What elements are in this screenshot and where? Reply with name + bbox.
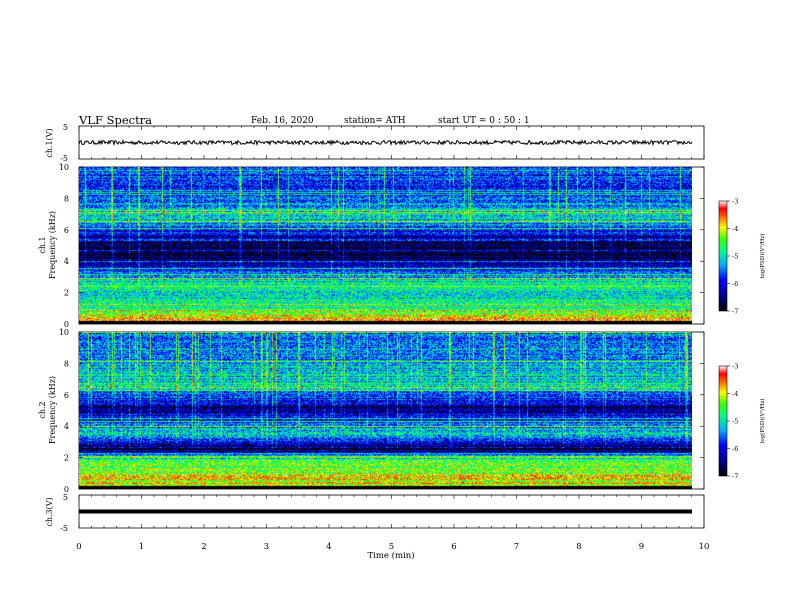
freq-tick-label: 2 <box>64 454 69 463</box>
ch1-waveform-ylabel: ch.1(V) <box>45 128 54 157</box>
freq-tick-label: 10 <box>59 328 69 337</box>
ch1-waveform-xticks <box>78 126 705 159</box>
ch2-spectrogram-ylabel-channel: ch.2 <box>38 401 47 418</box>
ch3-ytick-5: 5 <box>63 493 68 502</box>
colorbar-tick-label: -7 <box>732 473 738 481</box>
ch1-waveform-line <box>78 138 693 147</box>
time-tick-label: 9 <box>639 542 644 552</box>
date-label: Feb. 16, 2020 <box>251 116 314 126</box>
ch1-ytick-neg5: -5 <box>60 154 68 163</box>
ch2-spectrogram-image <box>79 332 692 489</box>
colorbar-tick-label: -6 <box>732 445 738 453</box>
time-tick-label: 7 <box>514 542 519 552</box>
freq-tick-label: 4 <box>64 422 69 431</box>
ch3-waveform-panel: 5 -5 ch.3(V) <box>45 493 705 533</box>
colorbar-tick-label: -5 <box>732 418 738 426</box>
start-time-label: start UT = 0 : 50 : 1 <box>438 116 530 126</box>
freq-tick-label: 8 <box>64 194 69 203</box>
ch1-spectrogram-panel: 10 8 6 4 2 0 ch.1 Frequency (kHz) <box>38 163 705 329</box>
ch2-spectrogram-xticks <box>78 332 705 489</box>
time-axis-label: Time (min) <box>367 550 414 561</box>
freq-tick-label: 0 <box>64 320 69 329</box>
ch3-waveform-xticks <box>78 495 705 528</box>
ch1-waveform-panel: 5 -5 ch.1(V) <box>45 123 705 163</box>
station-label: station= ATH <box>344 116 406 126</box>
freq-tick-label: 10 <box>59 163 69 172</box>
time-tick-label: 5 <box>389 542 394 552</box>
ch1-colorbar-gradient <box>718 200 728 312</box>
freq-tick-label: 0 <box>64 485 69 494</box>
ch1-spectrogram-ylabel-channel: ch.1 <box>38 236 47 253</box>
time-tick-label: 4 <box>326 542 331 552</box>
ch2-colorbar: -3 -4 -5 -6 -7 log(PSD)(V²/Hz) <box>718 363 766 481</box>
time-tick-label: 0 <box>76 542 81 552</box>
time-tick-label: 1 <box>139 542 144 552</box>
colorbar-tick-label: -4 <box>732 390 738 398</box>
ch2-colorbar-gradient <box>718 365 728 477</box>
colorbar-tick-label: -7 <box>732 308 738 316</box>
freq-tick-label: 6 <box>64 391 69 400</box>
ch2-colorbar-ticks: -3 -4 -5 -6 -7 <box>727 363 738 481</box>
time-tick-label: 8 <box>576 542 581 552</box>
ch1-spectrogram-yticks: 10 8 6 4 2 0 <box>59 163 704 329</box>
time-tick-label: 6 <box>451 542 456 552</box>
ch2-spectrogram-panel: 10 8 6 4 2 0 ch.2 Frequency (kHz) <box>38 328 705 494</box>
ch3-ytick-neg5: -5 <box>60 524 68 533</box>
ch2-spectrogram-yticks: 10 8 6 4 2 0 <box>59 328 704 494</box>
ch1-spectrogram-image <box>79 167 692 324</box>
ch1-ytick-5: 5 <box>63 123 68 132</box>
time-tick-label: 10 <box>699 542 710 552</box>
ch1-colorbar: -3 -4 -5 -6 -7 log(PSD)(V²/Hz) <box>718 198 766 316</box>
colorbar-tick-label: -3 <box>732 198 738 206</box>
ch1-colorbar-ticks: -3 -4 -5 -6 -7 <box>727 198 738 316</box>
time-axis-tick-labels: 0 1 2 3 4 5 6 7 8 9 10 <box>76 542 709 552</box>
freq-tick-label: 4 <box>64 257 69 266</box>
ch1-spectrogram-ylabel-freq: Frequency (kHz) <box>48 211 57 279</box>
ch2-spectrogram-ylabel-freq: Frequency (kHz) <box>48 376 57 444</box>
ch1-colorbar-label: log(PSD)(V²/Hz) <box>759 234 766 279</box>
ch3-waveform-ylabel: ch.3(V) <box>45 497 54 526</box>
time-tick-label: 3 <box>264 542 269 552</box>
ch1-spectrogram-xticks <box>78 167 705 324</box>
colorbar-tick-label: -5 <box>732 253 738 261</box>
time-tick-label: 2 <box>201 542 206 552</box>
colorbar-tick-label: -6 <box>732 280 738 288</box>
figure-title: VLF Spectra <box>78 113 152 127</box>
colorbar-tick-label: -3 <box>732 363 738 371</box>
freq-tick-label: 6 <box>64 226 69 235</box>
colorbar-tick-label: -4 <box>732 225 738 233</box>
ch2-colorbar-label: log(PSD)(V²/Hz) <box>759 399 766 444</box>
freq-tick-label: 8 <box>64 359 69 368</box>
freq-tick-label: 2 <box>64 289 69 298</box>
